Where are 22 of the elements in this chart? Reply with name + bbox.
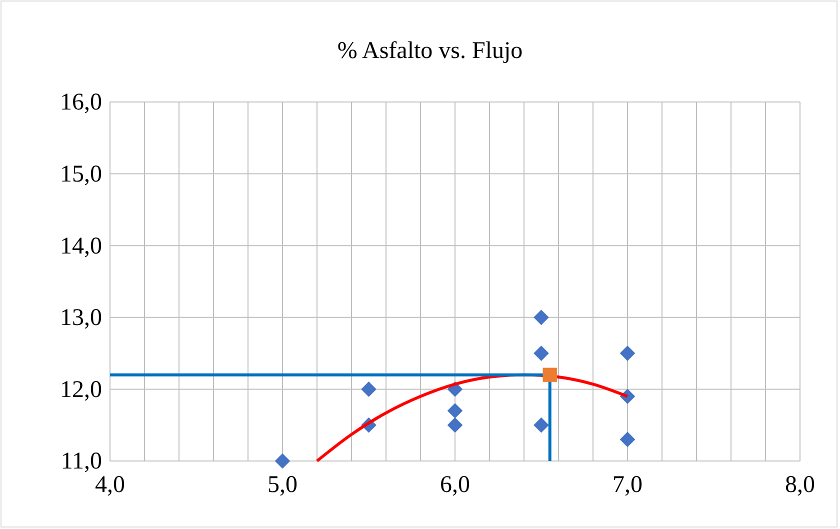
y-tick-label: 14,0 <box>60 233 102 260</box>
point <box>361 382 376 397</box>
point <box>620 432 636 448</box>
point <box>620 346 636 361</box>
y-tick-label: 11,0 <box>60 448 102 475</box>
y-tick-label: 13,0 <box>60 305 102 332</box>
x-tick-label: 6,0 <box>440 472 470 498</box>
point <box>534 346 549 361</box>
point <box>534 417 549 433</box>
x-tick-label: 8,0 <box>785 472 815 498</box>
y-tick-label: 12,0 <box>60 376 102 403</box>
chart-title: % Asfalto vs. Flujo <box>337 38 523 64</box>
x-tick-label: 5,0 <box>268 472 298 498</box>
point <box>274 453 290 469</box>
y-tick-label: 15,0 <box>60 161 102 188</box>
point <box>542 368 557 382</box>
point <box>447 417 463 433</box>
x-tick-label: 7,0 <box>612 472 642 498</box>
x-tick-label: 4,0 <box>95 472 125 498</box>
point <box>534 310 549 326</box>
point <box>447 403 463 418</box>
y-tick-label: 16,0 <box>60 90 102 116</box>
